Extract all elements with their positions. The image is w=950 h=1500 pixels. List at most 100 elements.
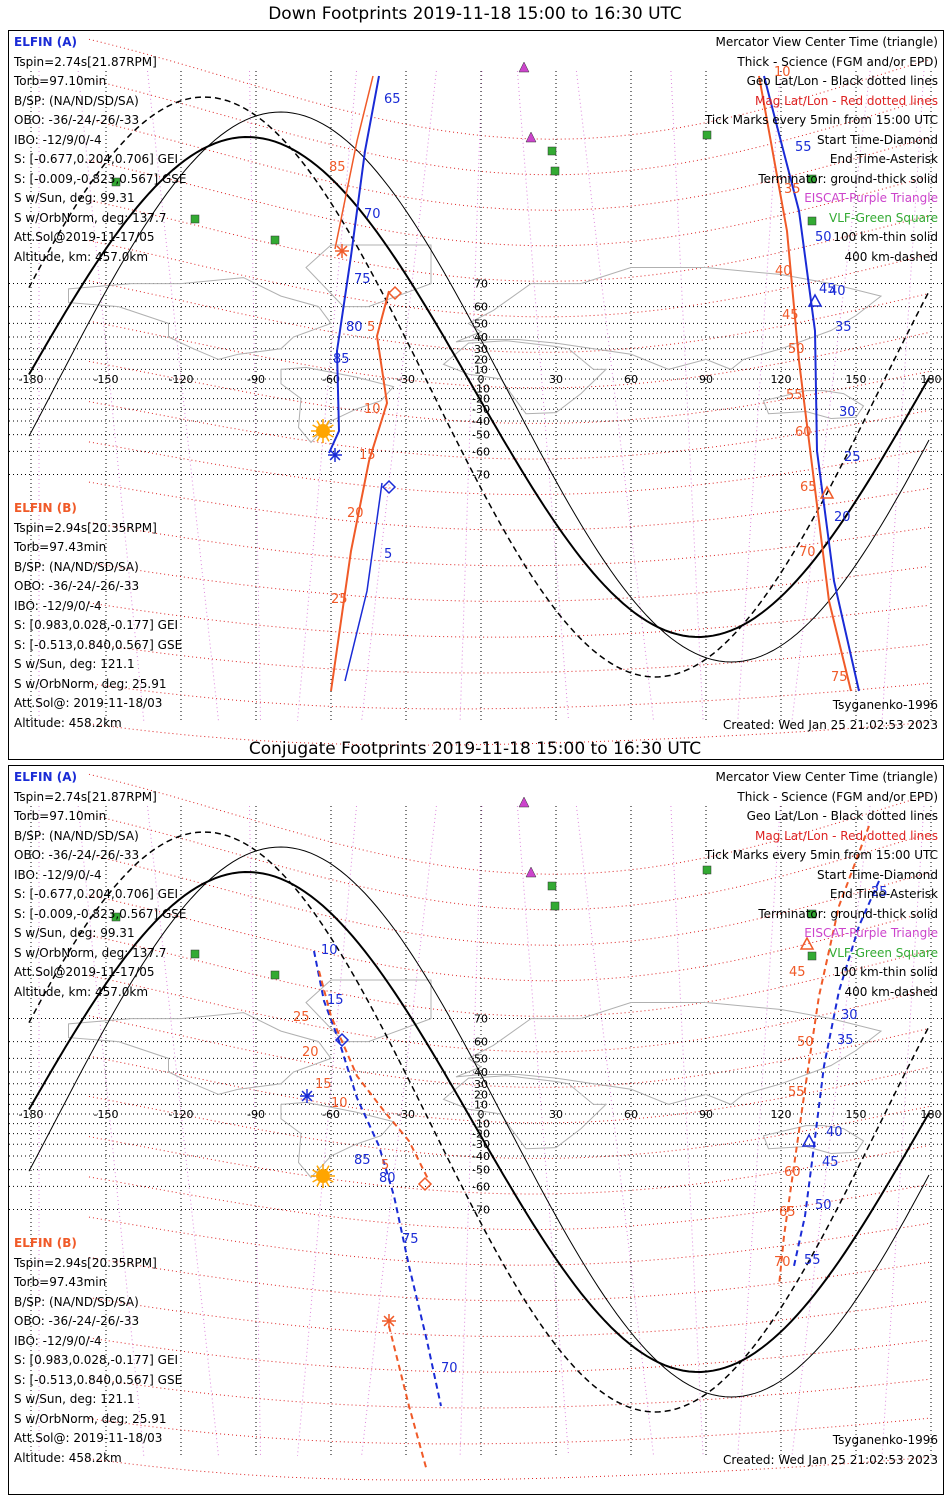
mag-lat-line (88, 38, 930, 140)
legend-line: Start Time-Diamond (816, 132, 938, 147)
mag-lon-line (361, 70, 437, 722)
asterisk-stroke (301, 1090, 313, 1102)
elfin-b-tick-label: 25 (293, 1010, 310, 1025)
elfin-a-tick-label: 75 (354, 272, 371, 287)
vlf-square (270, 970, 280, 980)
lat-tick-label: 10 (474, 1098, 488, 1111)
lat-tick-label: 30 (474, 1078, 488, 1091)
terminator-100km-line (28, 111, 930, 663)
mag-lat-line (88, 642, 930, 674)
mag-lat-line (88, 280, 930, 353)
sun-ray (312, 1169, 318, 1174)
elfin-a-tick-label: 35 (837, 1033, 854, 1048)
asterisk-stroke (329, 449, 341, 461)
elfin-b-info-line: Altitude: 458.2km (14, 715, 122, 730)
elfin-a-tick-label: 80 (346, 320, 363, 335)
elfin-a-info-line: S w/Sun, deg: 99.31 (14, 926, 135, 940)
elfin-b-tick-label: 75 (831, 670, 848, 685)
axis-label-group: -180 -150 -120 -90 -60 -30 0 30 60 90 120 150 180 70 6… (19, 278, 942, 482)
lat-tick-label: -50 (472, 1164, 490, 1177)
elfin-b-info-line: S: [-0.513,0.840,0.567] GSE (14, 1372, 183, 1387)
vlf-square (807, 174, 817, 184)
lon-tick-label: -90 (247, 373, 265, 386)
sun-ray (316, 1165, 321, 1171)
lat-tick-label: -30 (472, 403, 490, 416)
elfin-a-tick-label: 85 (354, 1153, 371, 1168)
continent-outline (68, 1012, 332, 1095)
lat-tick-label: -40 (472, 415, 490, 428)
legend-line: EISCAT-Purple Triangle (804, 926, 938, 940)
footer-block: Tsyganenko-1996 Created: Wed Jan 25 21:02… (723, 1431, 938, 1470)
elfin-b-tick-label: 35 (784, 182, 801, 197)
elfin-a-tick-label: 45 (819, 282, 836, 297)
marker-group (328, 244, 835, 499)
elfin-a-info-line: S: [-0.677,0.204,0.706] GEI (14, 887, 179, 901)
mag-lat-line (88, 1136, 930, 1195)
lat-tick-label: 20 (474, 1088, 488, 1101)
mag-lon-line (297, 70, 357, 722)
lon-tick-label: -60 (322, 373, 340, 386)
legend-line: Geo Lat/Lon - Black dotted lines (746, 809, 938, 823)
legend-line: End Time-Asterisk (829, 887, 938, 901)
legend-line: Geo Lat/Lon - Black dotted lines (746, 74, 938, 88)
mag-lon-line (77, 805, 145, 1457)
mag-lat-line (88, 1216, 930, 1266)
terminator-ground-line (28, 135, 930, 639)
footer-model: Tsyganenko-1996 (832, 1433, 938, 1447)
lat-tick-label: 20 (474, 353, 488, 366)
vlf-square (550, 901, 560, 911)
legend-line: 100 km-thin solid (833, 230, 938, 244)
legend-line: Tick Marks every 5min from 15:00 UTC (704, 848, 938, 862)
sun-icon (311, 419, 335, 443)
sun-ray (328, 1178, 334, 1183)
lat-tick-label: -20 (472, 1128, 490, 1141)
lat-tick-label: -20 (472, 393, 490, 406)
tracks-group (313, 825, 880, 1472)
lon-tick-label: -180 (19, 1108, 44, 1121)
sun-disc (316, 1169, 330, 1183)
continent-outline (455, 1002, 883, 1105)
elfin-a-name: ELFIN (A) (14, 770, 77, 784)
continent-outline (280, 366, 395, 444)
elfin-a-info-line: Altitude, km: 457.0km (14, 984, 149, 999)
elfin-a-info-line: S w/OrbNorm, deg: 137.7 (14, 210, 167, 225)
legend-line: End Time-Asterisk (829, 152, 938, 166)
lat-tick-label: -30 (472, 1138, 490, 1151)
elfin-a-info-line: OBO: -36/-24/-26/-33 (14, 113, 140, 127)
terminator-ground-line (28, 870, 930, 1374)
mag-lat-line (88, 894, 930, 982)
eiscat-triangle (518, 796, 530, 808)
lon-tick-label: -120 (169, 1108, 194, 1121)
elfin-a-info-line: S w/OrbNorm, deg: 137.7 (14, 945, 167, 960)
mag-lon-line (516, 805, 570, 1457)
continent-outline (762, 390, 865, 420)
elfin-b-track-3 (758, 75, 852, 692)
elfin-b-tick-label: 60 (784, 1165, 801, 1180)
terminator-group (28, 831, 930, 1413)
elfin-b-track-1 (334, 75, 374, 250)
elfin-b-tick-label: 45 (789, 965, 806, 980)
elfin-a-info-line: S w/Sun, deg: 99.31 (14, 191, 135, 205)
legend-block: Mercator View Center Time (triangle) Thic… (705, 768, 938, 1002)
mag-lat-line (88, 481, 930, 531)
track-label-group: 6570758085520253035404550558551015202510… (329, 65, 861, 685)
elfin-a-info-block: ELFIN (A) Tspin=2.74s[21.87RPM] Torb=97.10… (14, 768, 187, 1002)
axis-label-group: -180 -150 -120 -90 -60 -30 0 30 60 90 120 150 180 70 6… (19, 1013, 942, 1217)
lon-tick-label: 90 (699, 373, 713, 386)
elfin-b-tick-label: 10 (331, 1096, 348, 1111)
elfin-b-tick-label: 20 (347, 506, 364, 521)
sun-ray (325, 420, 330, 426)
legend-line: Tick Marks every 5min from 15:00 UTC (704, 113, 938, 127)
asterisk-stroke (336, 245, 348, 257)
mag-lon-line (670, 70, 704, 722)
lat-tick-label: 70 (474, 278, 488, 291)
map-svg: -180 -150 -120 -90 -60 -30 0 30 60 90 120 150 180 70 6… (9, 38, 943, 746)
elfin-b-tick-label: 5 (381, 1158, 389, 1173)
mag-lon-line (297, 805, 357, 1457)
elfin-b-end-asterisk-icon (382, 1314, 396, 1328)
bottom-panel-title: Conjugate Footprints 2019-11-18 15:00 to… (248, 739, 702, 759)
elfin-b-tick-label: 15 (359, 448, 376, 463)
mag-lon-line (249, 805, 261, 1457)
elfin-b-tick-label: 70 (774, 1255, 791, 1270)
lat-tick-label: 30 (474, 343, 488, 356)
